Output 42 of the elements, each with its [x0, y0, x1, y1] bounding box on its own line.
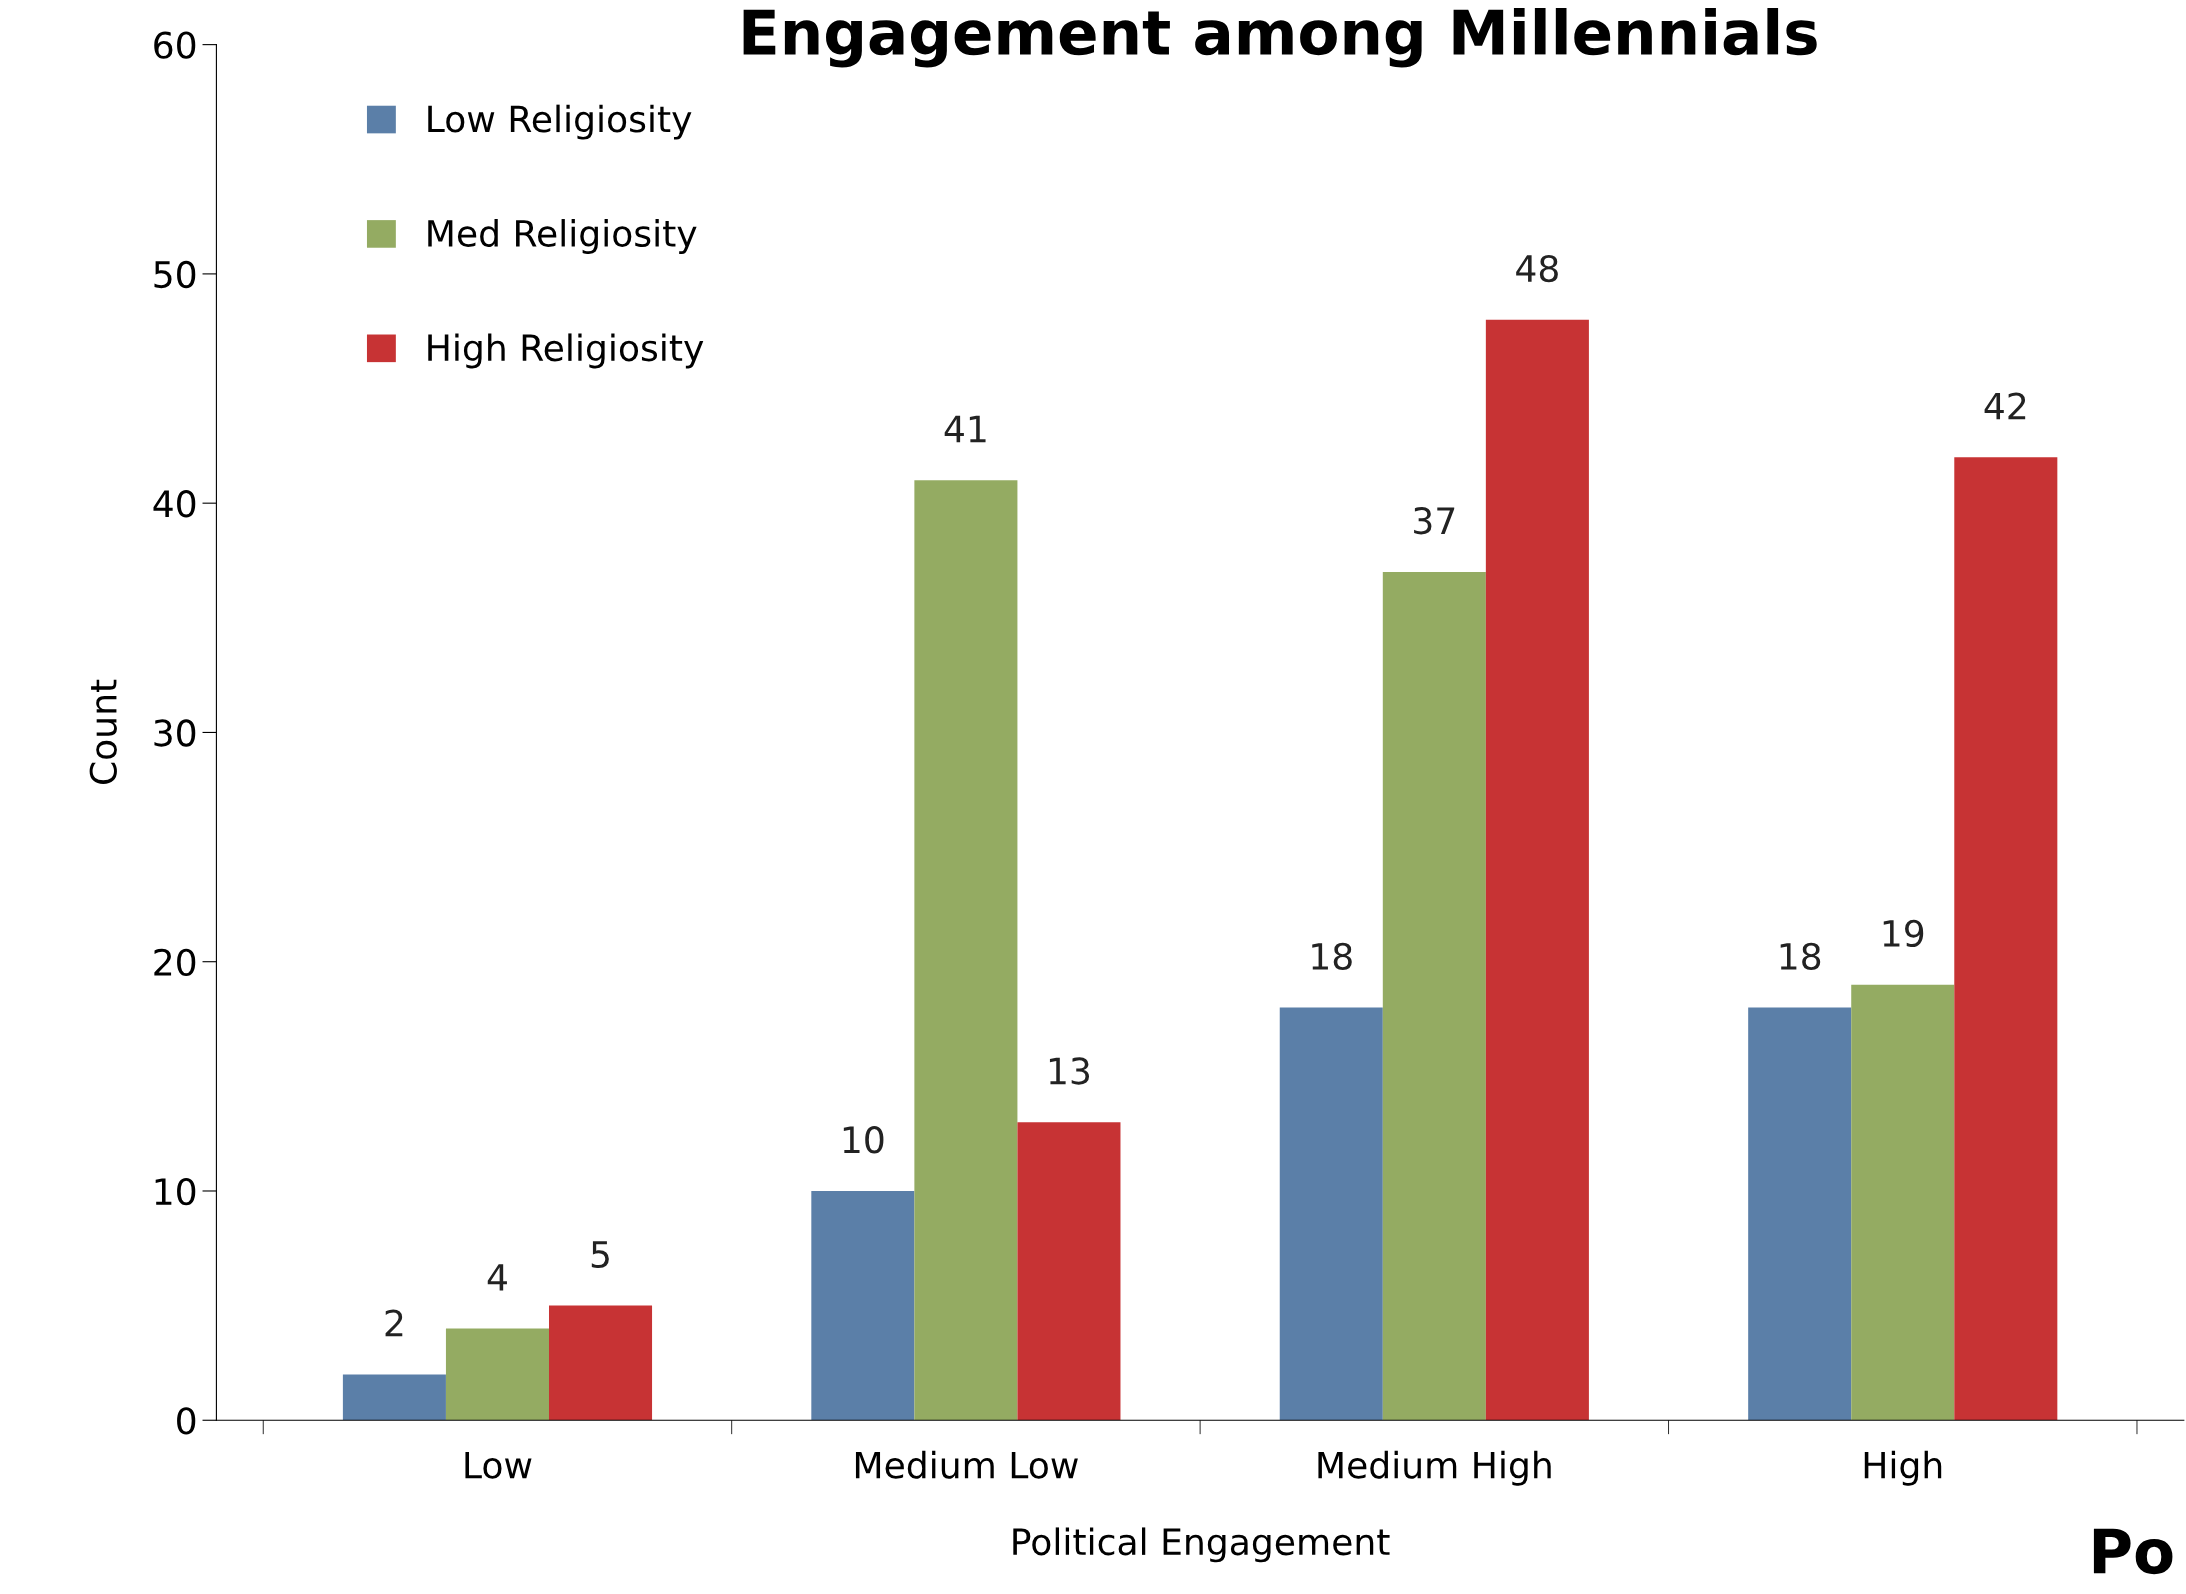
bar: [1485, 319, 1589, 1421]
data-label: 4: [487, 1264, 507, 1291]
legend-label: Med Religiosity: [428, 219, 697, 254]
data-label: 19: [1883, 919, 1924, 948]
data-label: 10: [843, 1126, 884, 1154]
bar: [1279, 1007, 1383, 1421]
data-label: 37: [1414, 507, 1455, 535]
bar: [1851, 984, 1955, 1421]
y-tick-label: 20: [154, 948, 196, 976]
data-label: 13: [1049, 1057, 1090, 1085]
data-label: 48: [1516, 254, 1558, 283]
data-label: 5: [591, 1241, 609, 1269]
y-axis-title: Count: [89, 679, 117, 785]
data-label: 18: [1780, 942, 1821, 971]
bar: [1017, 1122, 1121, 1421]
legend-label: High Religiosity: [428, 333, 704, 369]
data-label: 41: [944, 415, 986, 443]
bar: [342, 1374, 446, 1421]
x-tick-label: Medium Low: [855, 1450, 1078, 1479]
y-tick-label: 60: [154, 31, 196, 59]
bar: [914, 480, 1018, 1421]
bar: [811, 1190, 915, 1421]
legend-label: Low Religiosity: [428, 104, 692, 140]
text: Po: [2093, 1528, 2173, 1575]
y-tick-label: 0: [177, 1407, 196, 1435]
x-tick-label: High: [1864, 1450, 1942, 1486]
x-tick-label: Medium High: [1318, 1450, 1551, 1486]
x-tick-label: Low: [465, 1451, 532, 1479]
y-tick-label: 30: [154, 719, 196, 747]
y-tick-label: 40: [153, 490, 196, 518]
bar: [445, 1328, 549, 1421]
bar: [1954, 457, 2058, 1421]
chart-title: Engagement among Millennials: [743, 7, 1817, 68]
data-label: 42: [1984, 392, 2026, 420]
bar: [549, 1305, 653, 1421]
x-axis-title: Political Engagement: [1013, 1527, 1390, 1563]
y-tick-label: 50: [154, 260, 196, 289]
bar: [1748, 1007, 1852, 1421]
bar: [1382, 571, 1486, 1421]
data-label: 18: [1312, 942, 1352, 971]
y-tick-label: 10: [155, 1177, 196, 1206]
data-label: 2: [385, 1309, 403, 1337]
